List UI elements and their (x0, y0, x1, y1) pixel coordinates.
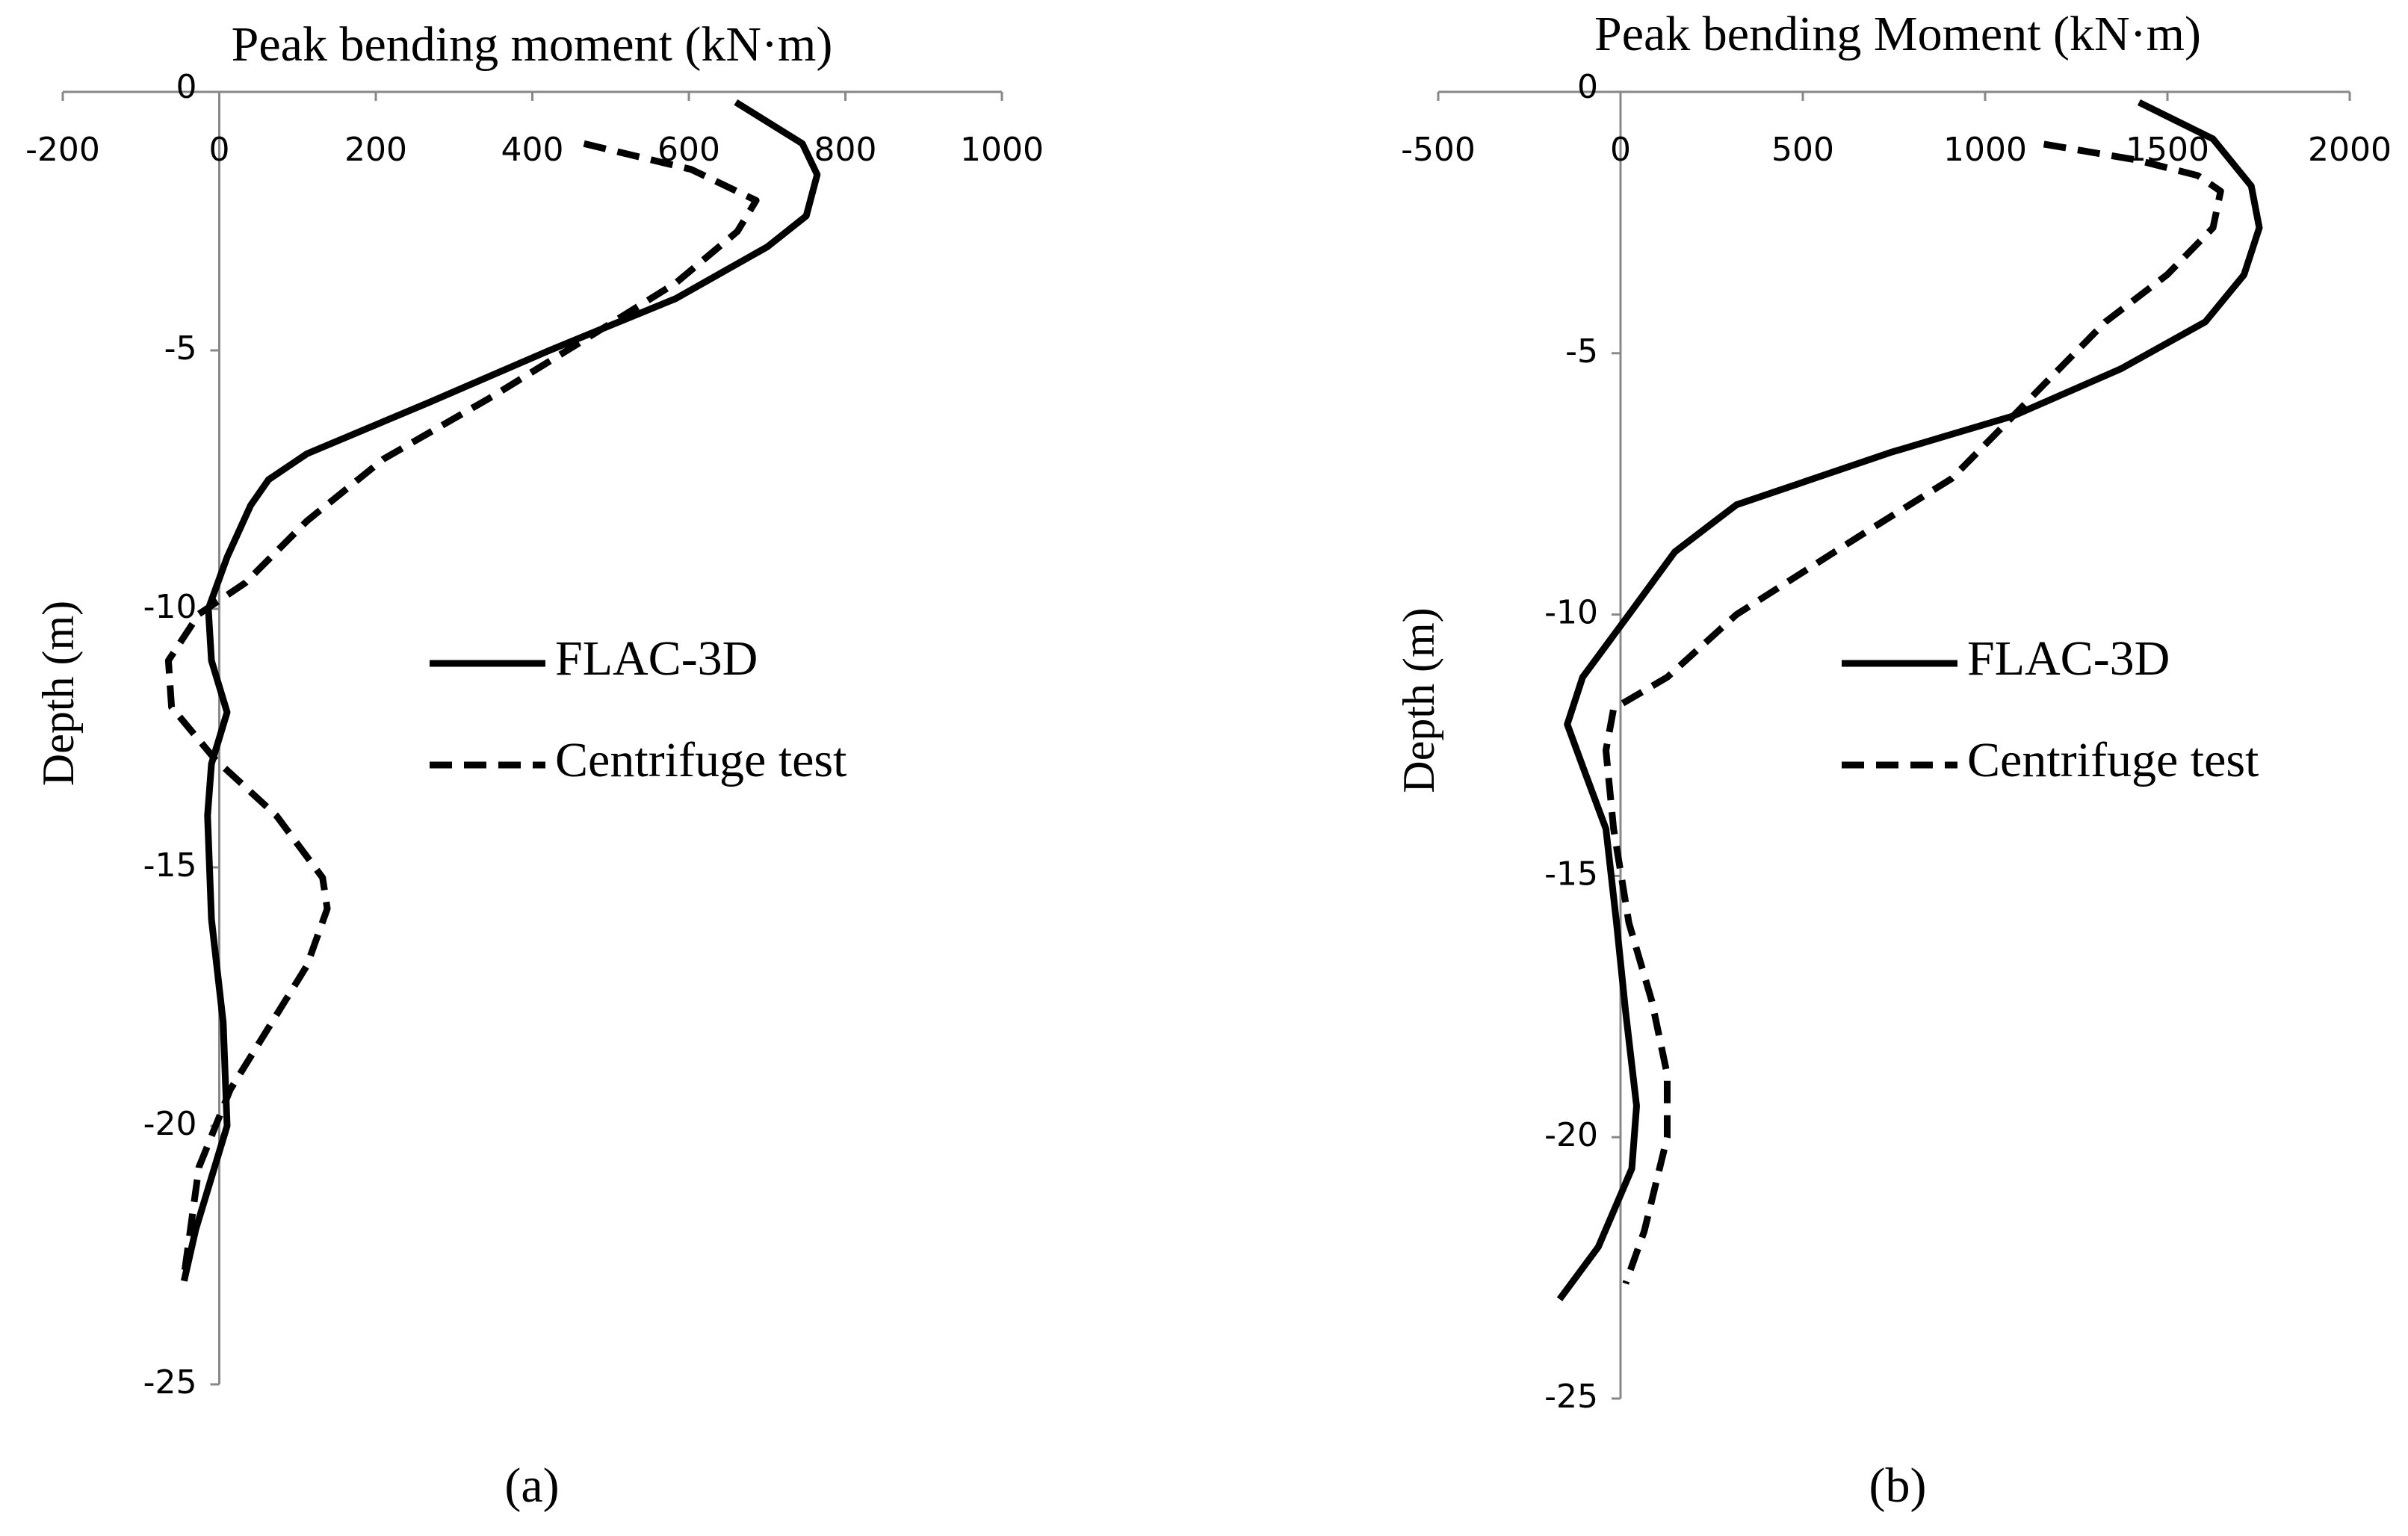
caption: (a) (504, 1458, 559, 1513)
legend-label: Centrifuge test (1967, 733, 2259, 787)
x-tick-label: 1000 (960, 131, 1044, 169)
chart-title: Peak bending Moment (kN·m) (1594, 7, 2201, 61)
y-tick-label: -15 (1544, 855, 1598, 893)
y-tick-label: -10 (1544, 594, 1598, 632)
x-tick-label: 500 (1771, 131, 1834, 169)
x-tick-label: 200 (344, 131, 407, 169)
caption: (b) (1869, 1458, 1927, 1513)
y-tick-label: 0 (176, 68, 197, 106)
y-tick-label: -25 (1544, 1378, 1598, 1416)
y-axis-label: Depth (m) (34, 601, 83, 786)
data-line (164, 140, 760, 1277)
x-tick-label: 1000 (1943, 131, 2027, 169)
data-line (180, 99, 821, 1282)
y-tick-label: -20 (1544, 1116, 1598, 1154)
y-axis-label: Depth (m) (1394, 607, 1443, 793)
y-tick-label: -5 (164, 329, 197, 368)
x-tick-label: 2000 (2308, 131, 2392, 169)
legend-label: Centrifuge test (555, 733, 846, 787)
legend-label: FLAC-3D (555, 631, 758, 686)
y-tick-label: 0 (1577, 68, 1598, 106)
data-line (1556, 99, 2263, 1301)
x-tick-label: 400 (501, 131, 564, 169)
y-tick-label: -15 (143, 846, 197, 885)
legend-label: FLAC-3D (1967, 631, 2170, 686)
data-line (1602, 140, 2224, 1285)
y-tick-label: -20 (143, 1105, 197, 1143)
x-tick-label: -200 (25, 131, 100, 169)
x-tick-label: 800 (814, 131, 877, 169)
x-tick-label: 0 (1610, 131, 1631, 169)
y-tick-label: -5 (1565, 332, 1598, 371)
y-tick-label: -25 (143, 1363, 197, 1402)
chart-title: Peak bending moment (kN·m) (232, 17, 833, 72)
x-tick-label: 1500 (2126, 131, 2209, 169)
x-tick-label: -500 (1401, 131, 1476, 169)
x-tick-label: 0 (209, 131, 230, 169)
y-tick-label: -10 (143, 588, 197, 626)
